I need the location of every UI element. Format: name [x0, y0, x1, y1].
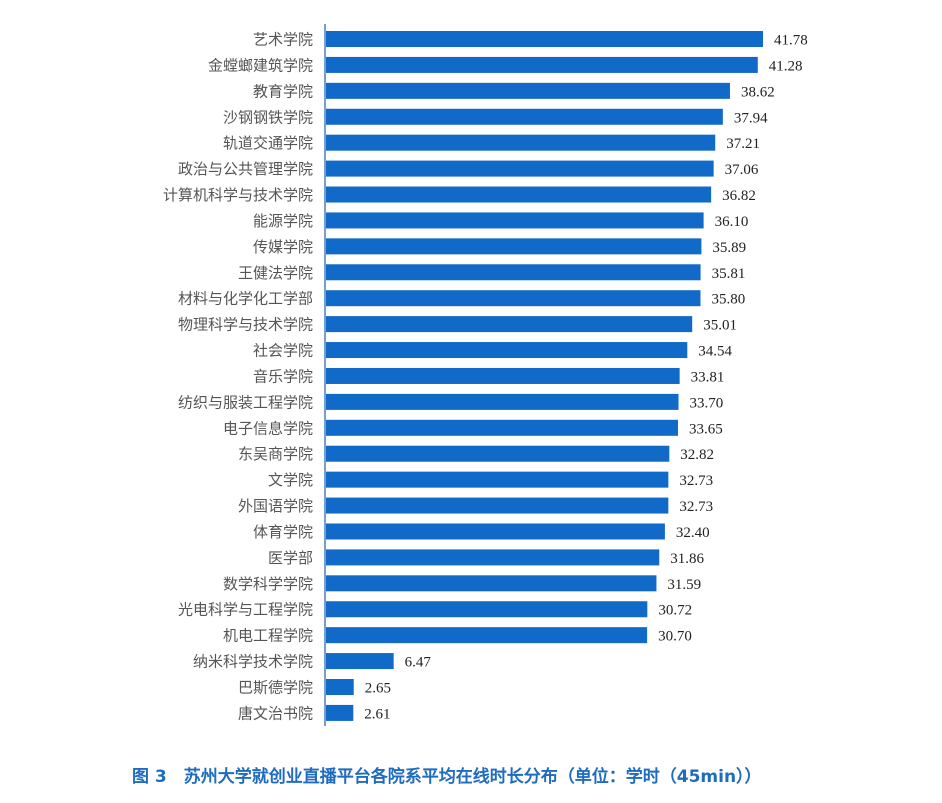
- data-label: 36.10: [715, 214, 749, 230]
- data-label: 32.82: [680, 447, 714, 463]
- data-label: 30.72: [658, 603, 692, 619]
- category-label: 政治与公共管理学院: [178, 160, 313, 178]
- category-label: 轨道交通学院: [223, 134, 313, 152]
- bar: [326, 160, 714, 177]
- data-label: 31.86: [670, 551, 704, 567]
- category-label: 艺术学院: [253, 31, 313, 49]
- bar: [326, 601, 648, 618]
- category-label: 教育学院: [253, 82, 313, 100]
- category-label: 能源学院: [253, 212, 313, 230]
- data-label: 37.06: [725, 162, 759, 178]
- bar: [326, 575, 657, 592]
- data-label: 36.82: [722, 188, 756, 204]
- category-label: 音乐学院: [253, 367, 313, 385]
- bar: [326, 238, 702, 255]
- data-label: 35.81: [712, 266, 746, 282]
- data-label: 35.01: [703, 318, 737, 334]
- bar: [326, 212, 704, 229]
- chart-title: 图 3 苏州大学就创业直播平台各院系平均在线时长分布（单位：学时（45min））: [132, 766, 762, 787]
- category-label: 纳米科学技术学院: [193, 653, 313, 671]
- data-label: 41.78: [774, 33, 808, 49]
- bar: [326, 316, 693, 333]
- data-label: 33.70: [690, 395, 724, 411]
- data-label: 6.47: [405, 655, 432, 671]
- data-label: 33.65: [689, 421, 723, 437]
- data-label: 34.54: [698, 344, 732, 360]
- data-label: 38.62: [741, 84, 775, 100]
- bar: [326, 471, 669, 488]
- category-label: 电子信息学院: [223, 419, 313, 437]
- category-label: 纺织与服装工程学院: [178, 393, 313, 411]
- bar: [326, 549, 660, 566]
- bar: [326, 419, 678, 436]
- category-label: 材料与化学化工学部: [178, 290, 313, 308]
- bar: [326, 653, 394, 670]
- category-label: 物理科学与技术学院: [178, 316, 313, 334]
- category-label: 体育学院: [253, 523, 313, 541]
- category-label: 医学部: [268, 549, 313, 567]
- bar: [326, 82, 730, 99]
- data-label: 41.28: [769, 58, 803, 74]
- bar: [326, 56, 758, 73]
- category-label: 机电工程学院: [223, 627, 313, 645]
- bar: [326, 445, 670, 462]
- category-label: 金螳螂建筑学院: [208, 56, 313, 74]
- data-label: 37.21: [726, 136, 760, 152]
- bar: [326, 393, 679, 410]
- category-label: 外国语学院: [238, 497, 313, 515]
- category-label: 沙钢钢铁学院: [223, 108, 313, 126]
- data-label: 30.70: [658, 629, 692, 645]
- data-label: 32.73: [679, 473, 713, 489]
- bar: [326, 134, 716, 151]
- data-label: 2.61: [364, 706, 390, 722]
- bar: [326, 342, 688, 359]
- bar: [326, 108, 723, 125]
- category-label: 数学科学学院: [223, 575, 313, 593]
- bars-group: 艺术学院 41.78 金螳螂建筑学院 41.28 教育学院 38.62 沙钢钢铁学院 37.9…: [163, 31, 808, 723]
- data-label: 2.65: [365, 681, 391, 697]
- data-label: 35.80: [711, 292, 745, 308]
- category-label: 王健法学院: [238, 264, 313, 282]
- data-label: 33.81: [691, 369, 725, 385]
- category-label: 社会学院: [253, 342, 313, 360]
- bar: [326, 31, 764, 47]
- category-label: 传媒学院: [253, 238, 313, 256]
- data-label: 32.40: [676, 525, 710, 541]
- data-label: 31.59: [667, 577, 701, 593]
- category-label: 东吴商学院: [238, 445, 313, 463]
- bar: [326, 264, 701, 281]
- bar: [326, 186, 712, 203]
- data-label: 35.89: [712, 240, 746, 256]
- bar: [326, 497, 669, 514]
- data-label: 32.73: [679, 499, 713, 515]
- category-label: 唐文治书院: [238, 704, 313, 722]
- bar: [326, 704, 354, 721]
- bar: [326, 523, 665, 540]
- category-label: 巴斯德学院: [238, 679, 313, 697]
- bar: [326, 679, 354, 695]
- bar: [326, 367, 680, 384]
- bar: [326, 290, 701, 307]
- category-label: 光电科学与工程学院: [178, 601, 313, 619]
- bar: [326, 627, 648, 644]
- category-label: 计算机科学与技术学院: [163, 186, 313, 204]
- data-label: 37.94: [734, 110, 768, 126]
- category-label: 文学院: [268, 471, 313, 489]
